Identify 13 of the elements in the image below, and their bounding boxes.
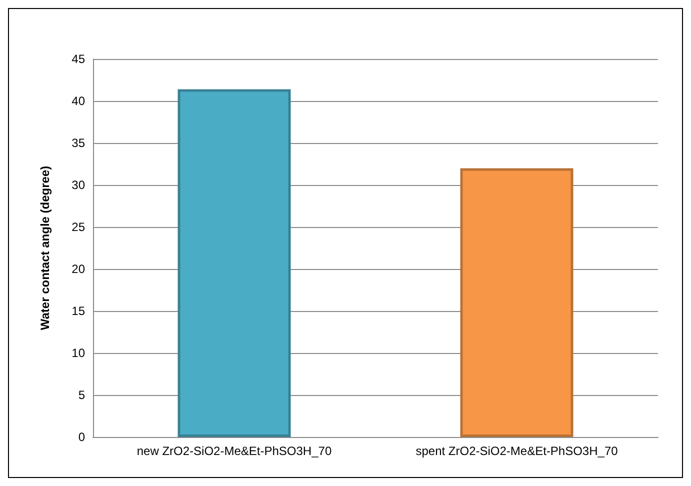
y-axis-title: Water contact angle (degree) — [38, 166, 52, 330]
x-tick-label: new ZrO2-SiO2-Me&Et-PhSO3H_70 — [136, 444, 332, 458]
y-tick-label: 35 — [72, 136, 86, 150]
y-tick-label: 5 — [78, 388, 86, 402]
y-tick-label: 25 — [72, 220, 86, 234]
y-tick-label: 40 — [72, 94, 86, 108]
y-tick-label: 20 — [72, 262, 86, 276]
x-tick-label: spent ZrO2-SiO2-Me&Et-PhSO3H_70 — [416, 444, 618, 458]
y-tick-label: 30 — [72, 178, 86, 192]
y-tick-label: 10 — [72, 346, 86, 360]
y-tick-label: 15 — [72, 304, 86, 318]
y-tick-label: 45 — [72, 52, 86, 66]
y-tick-label: 0 — [78, 430, 86, 444]
